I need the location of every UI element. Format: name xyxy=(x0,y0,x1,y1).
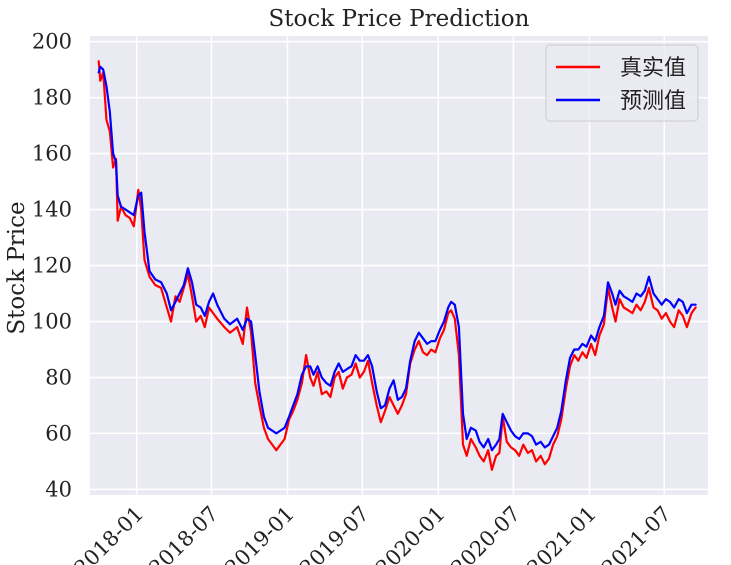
series-layer xyxy=(97,60,697,471)
y-tick-label: 200 xyxy=(32,30,72,54)
y-tick-label: 140 xyxy=(32,198,72,222)
y-tick-label: 100 xyxy=(32,309,72,333)
legend-box xyxy=(545,44,699,122)
series-line-predicted xyxy=(97,65,697,452)
legend: 真实值 预测值 xyxy=(545,44,699,122)
chart-title: Stock Price Prediction xyxy=(269,6,530,32)
y-tick-label: 80 xyxy=(45,365,72,389)
y-axis-ticks: 40 60 80 100 120 140 160 180 200 xyxy=(32,30,72,502)
legend-label-predicted: 预测值 xyxy=(620,89,686,114)
y-tick-label: 40 xyxy=(45,477,72,501)
y-tick-label: 120 xyxy=(32,254,72,278)
y-tick-label: 160 xyxy=(32,142,72,166)
legend-label-actual: 真实值 xyxy=(620,56,686,81)
y-tick-label: 180 xyxy=(32,86,72,110)
series-line-actual xyxy=(97,60,697,471)
y-tick-label: 60 xyxy=(45,421,72,445)
y-axis-label: Stock Price xyxy=(4,201,30,334)
